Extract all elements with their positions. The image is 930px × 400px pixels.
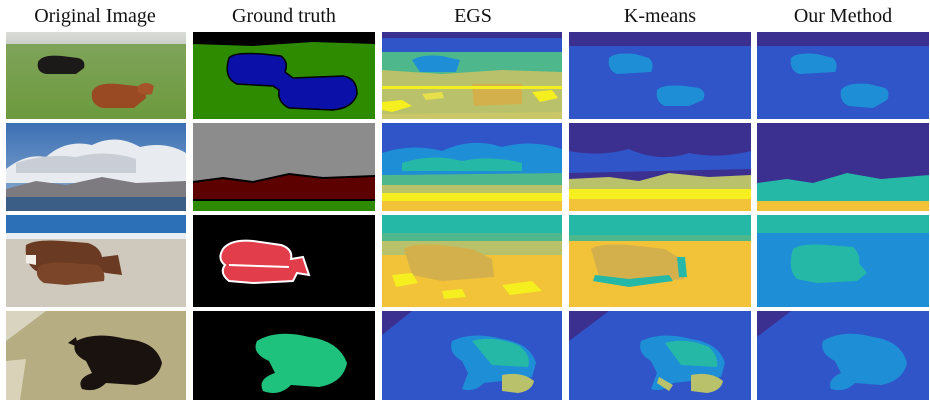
row3-egs-segmentation bbox=[382, 215, 562, 307]
row1-egs-segmentation bbox=[382, 32, 562, 119]
row3-kmeans-segmentation bbox=[569, 215, 751, 307]
row4-kmeans-segmentation bbox=[569, 311, 751, 400]
row4-egs-segmentation bbox=[382, 311, 562, 400]
row2-ground-truth bbox=[193, 123, 375, 211]
row1-kmeans-segmentation bbox=[569, 32, 751, 119]
column-title-our-method: Our Method bbox=[793, 5, 893, 27]
row3-our-method-segmentation bbox=[757, 215, 929, 307]
row3-ground-truth bbox=[193, 215, 375, 307]
row1-original-image bbox=[6, 32, 186, 119]
row1-our-method-segmentation bbox=[757, 32, 929, 119]
column-title-original-image: Original Image bbox=[34, 5, 156, 27]
row2-kmeans-segmentation bbox=[569, 123, 751, 211]
row4-ground-truth bbox=[193, 311, 375, 400]
row2-original-image bbox=[6, 123, 186, 211]
row1-ground-truth bbox=[193, 32, 375, 119]
row4-original-image bbox=[6, 311, 186, 400]
row4-our-method-segmentation bbox=[757, 311, 929, 400]
row2-our-method-segmentation bbox=[757, 123, 929, 211]
row3-original-image bbox=[6, 215, 186, 307]
column-title-kmeans: K-means bbox=[623, 5, 697, 27]
row2-egs-segmentation bbox=[382, 123, 562, 211]
column-title-ground-truth: Ground truth bbox=[232, 5, 336, 27]
column-title-egs: EGS bbox=[454, 5, 492, 27]
